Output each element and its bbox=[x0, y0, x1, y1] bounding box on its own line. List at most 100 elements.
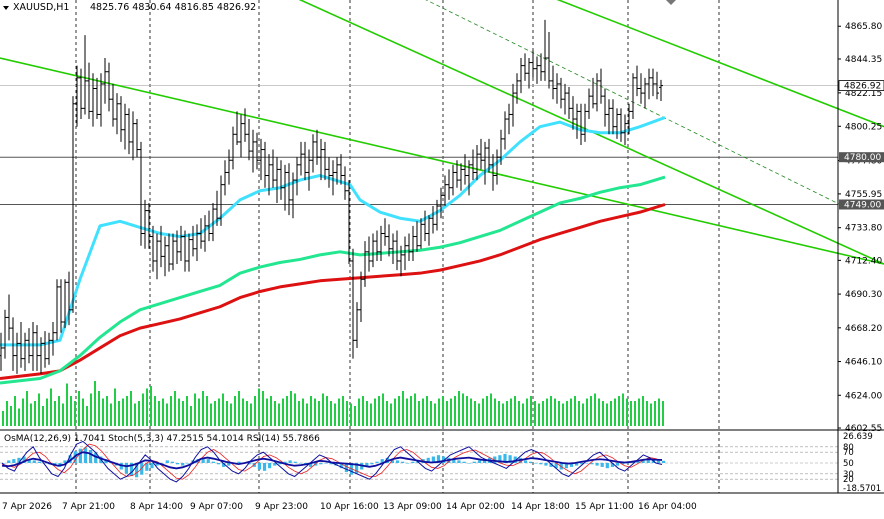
volume-bar bbox=[414, 393, 416, 426]
price-candle bbox=[191, 225, 195, 257]
level-price-box bbox=[839, 152, 884, 163]
volume-bar bbox=[582, 403, 584, 426]
price-candle bbox=[163, 236, 167, 277]
osma-histogram-bar bbox=[646, 457, 650, 463]
price-candle bbox=[491, 154, 495, 191]
price-candle bbox=[183, 230, 187, 272]
volume-bar bbox=[574, 396, 576, 426]
price-candle bbox=[635, 65, 639, 97]
price-candle bbox=[383, 218, 387, 246]
volume-bar bbox=[90, 393, 92, 426]
volume-bar bbox=[518, 401, 520, 426]
price-candle bbox=[287, 163, 291, 216]
osma-histogram-bar bbox=[375, 461, 379, 463]
volume-bar bbox=[50, 388, 52, 426]
price-candle bbox=[135, 119, 139, 158]
osma-histogram-bar bbox=[641, 459, 645, 463]
osma-histogram-bar bbox=[140, 463, 144, 475]
price-candle bbox=[7, 294, 11, 341]
price-candle bbox=[335, 157, 339, 185]
price-candle bbox=[323, 141, 327, 181]
price-candle bbox=[95, 77, 99, 120]
volume-bar bbox=[326, 396, 328, 426]
time-tick-label: 10 Apr 16:00 bbox=[320, 502, 379, 512]
volume-bar bbox=[538, 403, 540, 426]
osma-histogram-bar bbox=[564, 463, 568, 469]
volume-bar bbox=[334, 403, 336, 426]
oscillator-tick-label: 26.639 bbox=[843, 432, 873, 442]
volume-bar bbox=[14, 396, 16, 426]
volume-bar bbox=[198, 398, 200, 426]
channel-line-upper[interactable] bbox=[500, 0, 884, 128]
osma-histogram-bar bbox=[513, 456, 517, 463]
price-candle bbox=[535, 56, 539, 84]
price-candle bbox=[623, 114, 627, 145]
volume-bar bbox=[394, 398, 396, 426]
price-candle bbox=[591, 77, 595, 109]
osma-histogram-bar bbox=[298, 463, 302, 464]
volume-bar bbox=[34, 401, 36, 426]
price-candle bbox=[159, 225, 163, 268]
osma-histogram-bar bbox=[621, 463, 625, 465]
osma-histogram-bar bbox=[175, 463, 180, 465]
volume-bar bbox=[42, 406, 44, 426]
osma-histogram-bar bbox=[585, 463, 589, 464]
volume-bar bbox=[338, 398, 340, 426]
volume-bar bbox=[290, 391, 292, 426]
oscillator-tick-label: 50 bbox=[843, 459, 854, 469]
volume-bar bbox=[306, 403, 308, 426]
volume-bar bbox=[230, 403, 232, 426]
channel-line-lower[interactable] bbox=[0, 57, 884, 265]
price-candle bbox=[267, 154, 271, 196]
dropdown-triangle-icon[interactable] bbox=[3, 6, 9, 10]
osma-histogram-bar bbox=[595, 463, 599, 466]
collapse-arrow-icon[interactable] bbox=[666, 0, 676, 5]
price-candle bbox=[331, 160, 335, 196]
price-candle bbox=[387, 224, 391, 257]
price-candle bbox=[43, 331, 47, 368]
trend-line[interactable] bbox=[380, 0, 841, 205]
price-candle bbox=[79, 68, 83, 120]
osma-histogram-bar bbox=[227, 463, 231, 466]
volume-bar bbox=[658, 398, 660, 426]
ohlc-label: 4825.76 4830.64 4816.85 4826.92 bbox=[90, 2, 256, 13]
price-candle bbox=[15, 332, 19, 374]
price-tick-label: 4755.95 bbox=[845, 190, 882, 200]
level-price-box bbox=[839, 199, 884, 210]
volume-bar bbox=[214, 401, 216, 426]
volume-bar bbox=[534, 401, 536, 426]
price-candle bbox=[131, 111, 135, 161]
volume-bar bbox=[46, 398, 48, 426]
price-candle bbox=[59, 279, 63, 333]
osma-histogram-bar bbox=[370, 463, 374, 465]
price-candle bbox=[511, 83, 515, 127]
price-candle bbox=[51, 322, 55, 356]
osma-histogram-bar bbox=[539, 463, 543, 465]
price-candle bbox=[175, 230, 179, 265]
osma-histogram-bar bbox=[37, 461, 42, 463]
osma-histogram-bar bbox=[426, 457, 430, 463]
volume-bar bbox=[190, 406, 192, 426]
volume-bar bbox=[58, 396, 60, 426]
oscillator-pane bbox=[0, 440, 838, 483]
volume-bar bbox=[146, 388, 148, 426]
osma-histogram-bar bbox=[380, 459, 384, 463]
volume-bar bbox=[554, 398, 556, 426]
volume-bar bbox=[94, 381, 96, 426]
price-candle bbox=[27, 328, 31, 364]
osma-histogram-bar bbox=[523, 460, 528, 463]
volume-bar bbox=[286, 396, 288, 426]
volume-bar bbox=[558, 401, 560, 426]
price-candle bbox=[563, 83, 567, 115]
osma-histogram-bar bbox=[329, 463, 333, 465]
volume-bar bbox=[562, 403, 564, 426]
price-candle bbox=[567, 86, 571, 120]
volume-bar bbox=[494, 398, 496, 426]
price-tick-label: 4712.40 bbox=[845, 256, 882, 266]
volume-bar bbox=[142, 393, 144, 426]
channel-line-middle[interactable] bbox=[250, 0, 884, 265]
time-tick-label: 14 Apr 18:00 bbox=[511, 502, 570, 512]
osma-histogram-bar bbox=[22, 456, 26, 463]
time-tick-label: 16 Apr 04:00 bbox=[638, 502, 697, 512]
